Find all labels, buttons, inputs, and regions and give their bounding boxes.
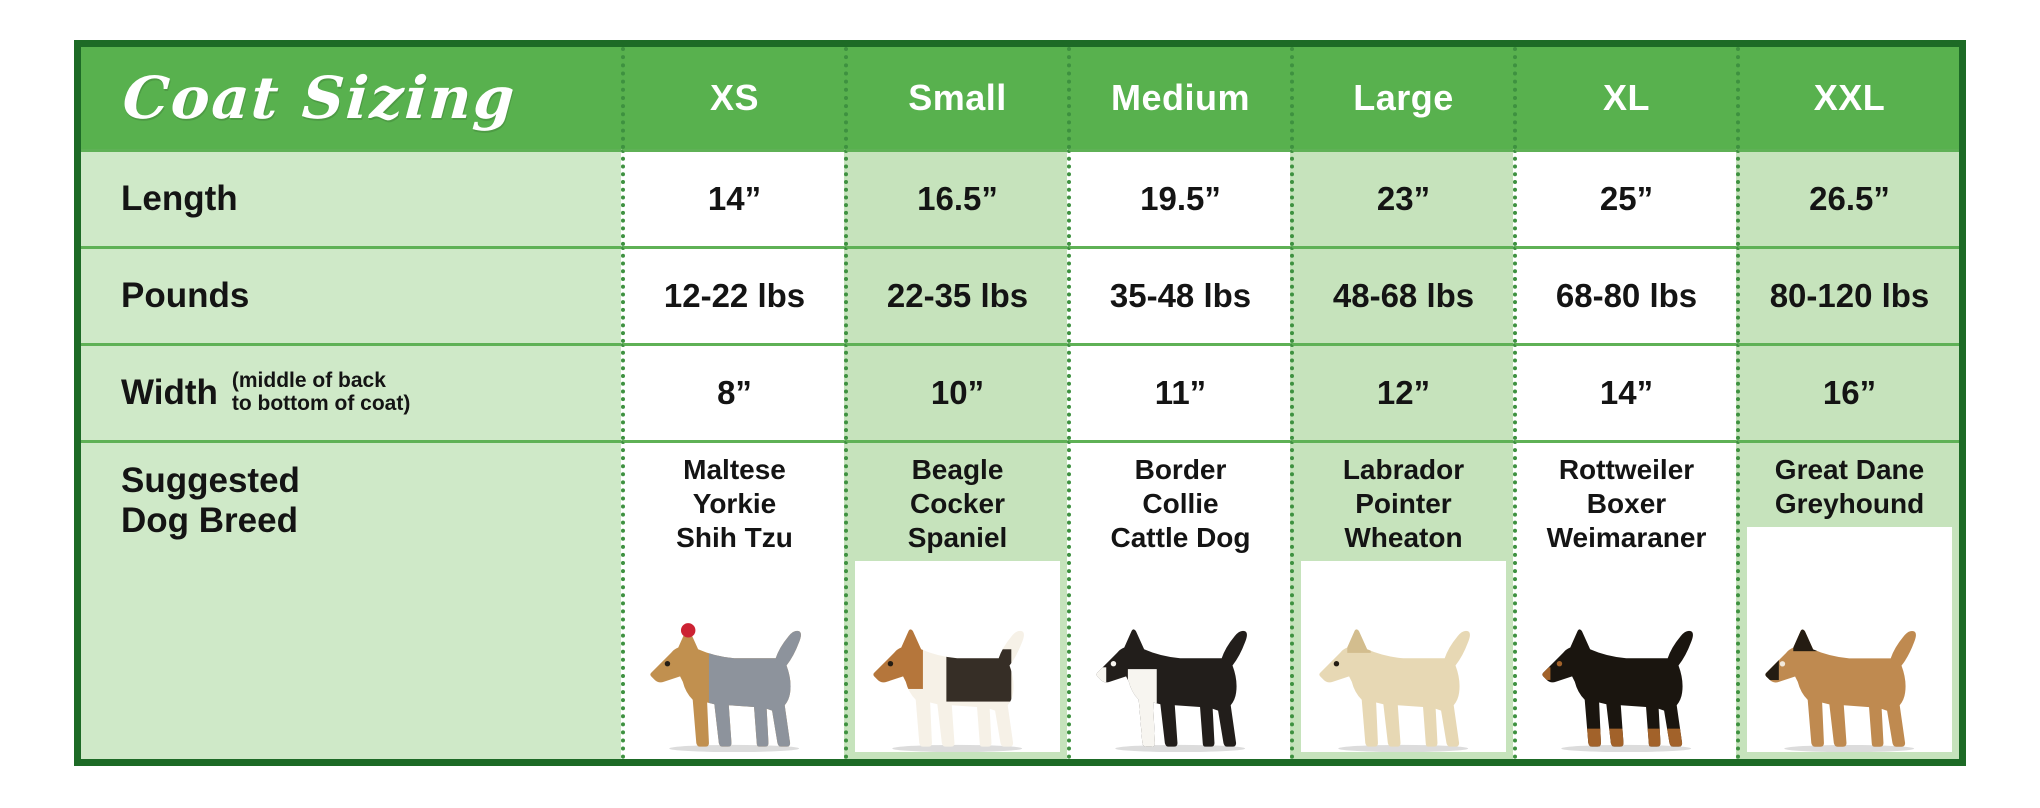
- breed-names-xs: Maltese Yorkie Shih Tzu: [676, 454, 793, 554]
- column-header-xs: XS: [621, 47, 844, 149]
- rottweiler-photo: [1524, 561, 1729, 752]
- beagle-photo: [855, 561, 1060, 752]
- column-header-xxl: XXL: [1736, 47, 1959, 149]
- width-label: Width: [121, 373, 218, 412]
- row-label-pounds: Pounds: [81, 246, 621, 343]
- width-xxl: 16”: [1736, 343, 1959, 440]
- breed-cell-xl: Rottweiler Boxer Weimaraner: [1513, 440, 1736, 759]
- width-medium: 11”: [1067, 343, 1290, 440]
- row-label-breed: Suggested Dog Breed: [81, 440, 621, 759]
- column-header-xl: XL: [1513, 47, 1736, 149]
- pounds-xxl: 80-120 lbs: [1736, 246, 1959, 343]
- width-xl: 14”: [1513, 343, 1736, 440]
- breed-names-medium: Border Collie Cattle Dog: [1110, 454, 1251, 554]
- breed-cell-small: Beagle Cocker Spaniel: [844, 440, 1067, 759]
- breed-cell-medium: Border Collie Cattle Dog: [1067, 440, 1290, 759]
- breed-names-xxl: Great Dane Greyhound: [1774, 454, 1925, 520]
- column-header-small: Small: [844, 47, 1067, 149]
- great-dane-photo: [1747, 527, 1952, 752]
- row-label-width: Width (middle of back to bottom of coat): [81, 343, 621, 440]
- labrador-photo: [1301, 561, 1506, 752]
- breed-names-small: Beagle Cocker Spaniel: [907, 454, 1008, 554]
- pounds-medium: 35-48 lbs: [1067, 246, 1290, 343]
- breed-names-large: Labrador Pointer Wheaton: [1342, 454, 1465, 554]
- breed-cell-xxl: Great Dane Greyhound: [1736, 440, 1959, 759]
- width-small: 10”: [844, 343, 1067, 440]
- yorkshire-terrier-photo: [632, 561, 837, 752]
- table-title-cell: Coat Sizing: [81, 47, 621, 149]
- length-xs: 14”: [621, 149, 844, 246]
- width-note: (middle of back to bottom of coat): [231, 369, 411, 415]
- length-large: 23”: [1290, 149, 1513, 246]
- pounds-large: 48-68 lbs: [1290, 246, 1513, 343]
- pounds-small: 22-35 lbs: [844, 246, 1067, 343]
- length-small: 16.5”: [844, 149, 1067, 246]
- width-xs: 8”: [621, 343, 844, 440]
- coat-sizing-table: Coat Sizing XS Small Medium Large XL XXL…: [74, 40, 1966, 766]
- length-xxl: 26.5”: [1736, 149, 1959, 246]
- length-xl: 25”: [1513, 149, 1736, 246]
- pounds-xs: 12-22 lbs: [621, 246, 844, 343]
- row-label-length: Length: [81, 149, 621, 246]
- pounds-xl: 68-80 lbs: [1513, 246, 1736, 343]
- breed-names-xl: Rottweiler Boxer Weimaraner: [1546, 454, 1707, 554]
- length-medium: 19.5”: [1067, 149, 1290, 246]
- column-header-medium: Medium: [1067, 47, 1290, 149]
- border-collie-photo: [1078, 561, 1283, 752]
- breed-cell-large: Labrador Pointer Wheaton: [1290, 440, 1513, 759]
- page-title: Coat Sizing: [120, 64, 519, 132]
- breed-cell-xs: Maltese Yorkie Shih Tzu: [621, 440, 844, 759]
- column-header-large: Large: [1290, 47, 1513, 149]
- width-large: 12”: [1290, 343, 1513, 440]
